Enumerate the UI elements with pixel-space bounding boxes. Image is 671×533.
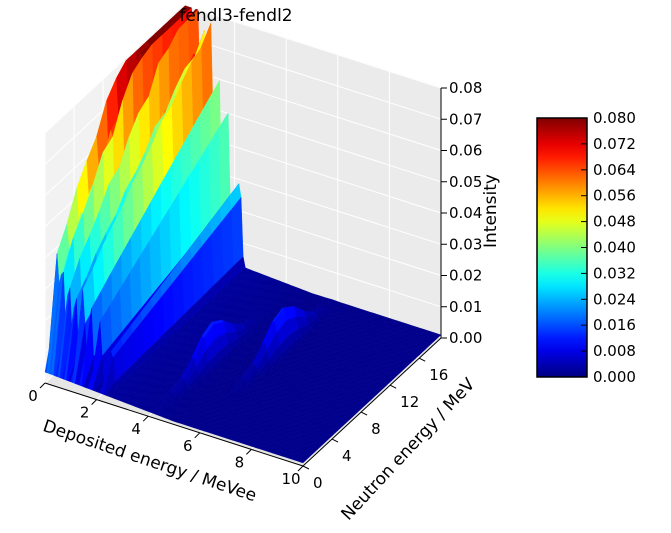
colorbar-tick-label: 0.056 [593,187,636,205]
colorbar-tick-label: 0.040 [593,239,636,257]
colorbar-tick-label: 0.024 [593,290,636,308]
z-axis-label: Intensity [481,174,501,248]
colorbar-tick-label: 0.000 [593,368,636,386]
chart-title: fendl3-fendl2 [179,6,292,26]
colorbar-tick-label: 0.072 [593,135,636,153]
surface-plot [44,5,442,464]
colorbar-tick-label: 0.008 [593,342,636,360]
colorbar-tick-label: 0.016 [593,316,636,334]
colorbar-tick-label: 0.048 [593,213,636,231]
y-tick [302,465,310,470]
z-tick-label: 0.03 [449,235,482,253]
x-tick [297,465,304,472]
x-tick-label: 2 [80,404,90,422]
z-tick-label: 0.00 [449,329,482,347]
x-tick-label: 6 [183,437,193,455]
x-axis-line [44,382,304,467]
colorbar-scale [536,117,588,378]
x-tick-label: 0 [28,387,38,405]
x-tick-label: 4 [131,420,141,438]
y-tick [360,411,368,416]
z-tick-label: 0.06 [449,142,482,160]
colorbar: 0.000 0.008 0.016 0.024 0.032 0.040 0.048 0.056… [536,109,636,386]
x-tick [91,399,97,405]
z-tick-label: 0.04 [449,204,482,222]
z-tick-label: 0.08 [449,79,482,97]
x-tick [194,432,201,439]
x-tick [39,382,46,389]
y-axis-line [302,337,442,467]
grid-line-z [44,4,442,134]
colorbar-tick-label: 0.032 [593,264,636,282]
axis-ticks: 0 2 4 6 8 10 0 4 8 12 16 0.00 0.01 0.02 0.03 0.04 0.05 0.… [28,79,482,492]
y-tick [389,384,397,389]
y-tick [331,438,339,443]
y-tick-label: 16 [429,366,448,384]
x-tick-label: 10 [281,470,300,488]
z-tick-label: 0.05 [449,173,482,191]
x-tick [246,449,252,455]
y-tick [418,357,426,362]
z-tick-label: 0.07 [449,110,482,128]
y-tick-label: 0 [313,474,323,492]
z-tick-label: 0.02 [449,267,482,285]
y-tick-label: 4 [342,447,352,465]
y-tick-label: 12 [400,393,419,411]
y-tick-label: 8 [371,420,381,438]
x-tick [142,415,149,422]
colorbar-tick-label: 0.064 [593,161,636,179]
x-tick-label: 8 [235,453,245,471]
z-tick-label: 0.01 [449,298,482,316]
surface-patch [300,452,314,464]
colorbar-tick-label: 0.080 [593,109,636,127]
